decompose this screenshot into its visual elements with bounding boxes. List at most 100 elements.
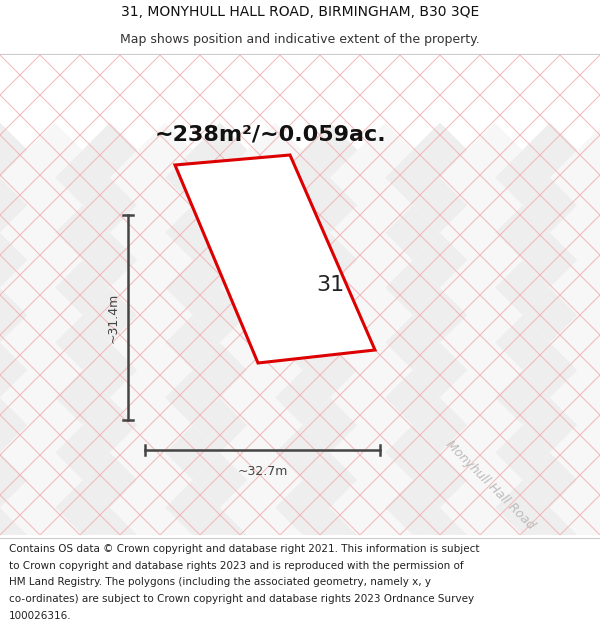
Polygon shape — [83, 398, 137, 452]
Polygon shape — [440, 205, 495, 260]
Polygon shape — [0, 452, 28, 508]
Polygon shape — [110, 315, 165, 370]
Polygon shape — [28, 398, 83, 452]
Polygon shape — [413, 398, 467, 452]
Polygon shape — [440, 260, 495, 315]
Polygon shape — [165, 535, 220, 590]
Polygon shape — [110, 535, 165, 590]
Polygon shape — [495, 480, 550, 535]
Polygon shape — [550, 205, 600, 260]
Polygon shape — [0, 398, 28, 452]
Polygon shape — [440, 315, 495, 370]
Polygon shape — [83, 452, 137, 508]
Polygon shape — [165, 260, 220, 315]
Polygon shape — [495, 590, 550, 625]
Polygon shape — [550, 370, 600, 425]
Polygon shape — [110, 260, 165, 315]
Polygon shape — [28, 288, 83, 342]
Polygon shape — [137, 398, 193, 452]
Polygon shape — [137, 562, 193, 618]
Polygon shape — [275, 150, 330, 205]
Polygon shape — [110, 480, 165, 535]
Polygon shape — [83, 508, 137, 562]
Polygon shape — [165, 480, 220, 535]
Polygon shape — [0, 618, 28, 625]
Polygon shape — [275, 425, 330, 480]
Polygon shape — [413, 177, 467, 232]
Polygon shape — [248, 562, 302, 618]
Polygon shape — [302, 562, 358, 618]
Polygon shape — [0, 205, 55, 260]
Polygon shape — [83, 288, 137, 342]
Polygon shape — [523, 288, 577, 342]
Polygon shape — [330, 370, 385, 425]
Polygon shape — [55, 260, 110, 315]
Polygon shape — [385, 370, 440, 425]
Polygon shape — [495, 150, 550, 205]
Polygon shape — [577, 562, 600, 618]
Polygon shape — [550, 150, 600, 205]
Polygon shape — [440, 480, 495, 535]
Polygon shape — [467, 342, 523, 398]
Polygon shape — [467, 232, 523, 288]
Text: ~238m²/~0.059ac.: ~238m²/~0.059ac. — [155, 125, 386, 145]
Text: 31, MONYHULL HALL ROAD, BIRMINGHAM, B30 3QE: 31, MONYHULL HALL ROAD, BIRMINGHAM, B30 … — [121, 5, 479, 19]
Polygon shape — [467, 508, 523, 562]
Polygon shape — [523, 232, 577, 288]
Polygon shape — [28, 122, 83, 177]
Polygon shape — [137, 618, 193, 625]
Polygon shape — [495, 260, 550, 315]
Polygon shape — [577, 342, 600, 398]
Polygon shape — [248, 177, 302, 232]
Polygon shape — [220, 480, 275, 535]
Polygon shape — [193, 562, 248, 618]
Polygon shape — [385, 260, 440, 315]
Polygon shape — [220, 590, 275, 625]
Polygon shape — [0, 260, 55, 315]
Polygon shape — [330, 425, 385, 480]
Polygon shape — [275, 260, 330, 315]
Polygon shape — [413, 618, 467, 625]
Polygon shape — [193, 342, 248, 398]
Polygon shape — [275, 315, 330, 370]
Polygon shape — [302, 452, 358, 508]
Polygon shape — [440, 370, 495, 425]
Polygon shape — [523, 398, 577, 452]
Polygon shape — [165, 370, 220, 425]
Polygon shape — [467, 452, 523, 508]
Polygon shape — [467, 122, 523, 177]
Polygon shape — [413, 232, 467, 288]
Polygon shape — [220, 205, 275, 260]
Polygon shape — [0, 535, 55, 590]
Polygon shape — [28, 452, 83, 508]
Polygon shape — [0, 150, 55, 205]
Polygon shape — [302, 398, 358, 452]
Polygon shape — [137, 232, 193, 288]
Polygon shape — [220, 370, 275, 425]
Polygon shape — [302, 232, 358, 288]
Polygon shape — [385, 480, 440, 535]
Polygon shape — [467, 562, 523, 618]
Polygon shape — [577, 288, 600, 342]
Polygon shape — [577, 398, 600, 452]
Polygon shape — [0, 342, 28, 398]
Polygon shape — [220, 150, 275, 205]
Polygon shape — [577, 232, 600, 288]
Polygon shape — [385, 535, 440, 590]
Polygon shape — [358, 122, 413, 177]
Polygon shape — [137, 122, 193, 177]
Polygon shape — [440, 590, 495, 625]
Polygon shape — [302, 618, 358, 625]
Polygon shape — [248, 342, 302, 398]
Polygon shape — [330, 535, 385, 590]
Polygon shape — [220, 425, 275, 480]
Polygon shape — [385, 425, 440, 480]
Polygon shape — [523, 452, 577, 508]
Polygon shape — [28, 508, 83, 562]
Polygon shape — [220, 260, 275, 315]
Polygon shape — [413, 288, 467, 342]
Polygon shape — [248, 398, 302, 452]
Polygon shape — [358, 177, 413, 232]
Polygon shape — [193, 452, 248, 508]
Polygon shape — [440, 535, 495, 590]
